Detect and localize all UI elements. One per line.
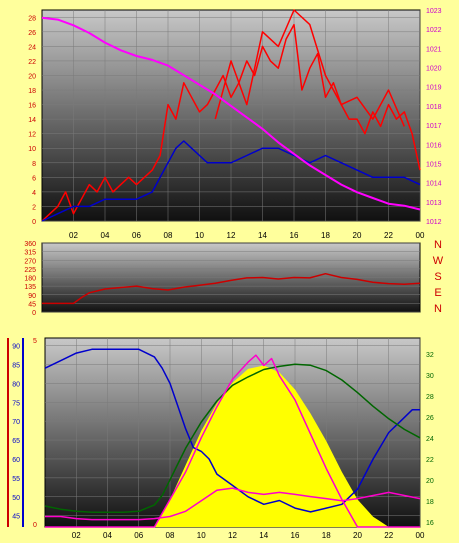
wind-y-tick-16: 16 <box>28 103 36 110</box>
direction-y-tick-90: 90 <box>28 293 36 300</box>
wind-x-tick-12: 12 <box>227 231 236 240</box>
temp-series-0 <box>44 348 420 513</box>
temp-series-3 <box>45 354 420 528</box>
humidity-y-tick-90: 90 <box>12 344 20 351</box>
wind-x-tick-02: 02 <box>69 231 78 240</box>
temp-y-tick-18: 18 <box>426 499 434 506</box>
humidity-y-tick-80: 80 <box>12 381 20 388</box>
direction-compass-4: N <box>434 303 442 315</box>
wind-y-tick-10: 10 <box>28 146 36 153</box>
rain-y-tick-5: 5 <box>33 338 37 345</box>
temp-x-tick-00: 00 <box>416 531 425 540</box>
baro-y-tick-1019: 1019 <box>426 85 442 92</box>
humidity-y-tick-85: 85 <box>12 362 20 369</box>
humidity-y-tick-45: 45 <box>12 514 20 521</box>
wind-y-tick-22: 22 <box>28 59 36 66</box>
baro-y-tick-1020: 1020 <box>426 66 442 73</box>
temp-x-tick-08: 08 <box>166 531 175 540</box>
temp-y-tick-16: 16 <box>426 520 434 527</box>
humidity-y-tick-65: 65 <box>12 438 20 445</box>
wind-y-tick-6: 6 <box>32 175 36 182</box>
direction-y-tick-135: 135 <box>24 284 36 291</box>
baro-y-tick-1016: 1016 <box>426 142 442 149</box>
wind-series-0 <box>41 23 421 222</box>
wind-x-tick-16: 16 <box>290 231 299 240</box>
baro-y-tick-1023: 1023 <box>426 8 442 15</box>
wind-x-tick-14: 14 <box>258 231 267 240</box>
wind-y-tick-12: 12 <box>28 132 36 139</box>
temp-y-tick-28: 28 <box>426 394 434 401</box>
direction-compass-0: N <box>434 239 442 251</box>
rain-y-tick-0: 0 <box>33 522 37 529</box>
wind-x-tick-20: 20 <box>353 231 362 240</box>
wind-x-tick-18: 18 <box>321 231 330 240</box>
temp-y-tick-30: 30 <box>426 373 434 380</box>
wind-y-tick-14: 14 <box>28 117 36 124</box>
wind-series-1 <box>214 9 405 127</box>
temp-y-tick-22: 22 <box>426 457 434 464</box>
direction-y-tick-360: 360 <box>24 241 36 248</box>
baro-y-tick-1015: 1015 <box>426 161 442 168</box>
temp-x-tick-02: 02 <box>72 531 81 540</box>
wind-x-tick-04: 04 <box>101 231 110 240</box>
baro-y-tick-1014: 1014 <box>426 181 442 188</box>
baro-y-tick-1013: 1013 <box>426 200 442 207</box>
temp-x-tick-10: 10 <box>197 531 206 540</box>
temp-y-tick-26: 26 <box>426 415 434 422</box>
humidity-y-tick-75: 75 <box>12 400 20 407</box>
temp-x-tick-04: 04 <box>103 531 112 540</box>
wind-x-tick-22: 22 <box>384 231 393 240</box>
humidity-y-tick-60: 60 <box>12 457 20 464</box>
wind-series-3 <box>41 16 421 211</box>
direction-y-tick-315: 315 <box>24 250 36 257</box>
wind-y-tick-8: 8 <box>32 161 36 168</box>
humidity-y-tick-55: 55 <box>12 476 20 483</box>
wind-x-tick-00: 00 <box>416 231 425 240</box>
temp-x-tick-18: 18 <box>322 531 331 540</box>
solar-area <box>45 365 420 527</box>
baro-y-tick-1021: 1021 <box>426 46 442 53</box>
humidity-y-tick-50: 50 <box>12 495 20 502</box>
temp-x-tick-12: 12 <box>228 531 237 540</box>
direction-series-0 <box>42 272 421 305</box>
wind-y-tick-4: 4 <box>32 190 36 197</box>
baro-y-tick-1022: 1022 <box>426 27 442 34</box>
baro-y-tick-1017: 1017 <box>426 123 442 130</box>
wind-y-tick-26: 26 <box>28 30 36 37</box>
wind-y-tick-28: 28 <box>28 15 36 22</box>
temp-y-tick-32: 32 <box>426 352 434 359</box>
wind-x-tick-10: 10 <box>195 231 204 240</box>
direction-y-tick-45: 45 <box>28 301 36 308</box>
wind-y-tick-2: 2 <box>32 204 36 211</box>
temp-x-tick-06: 06 <box>134 531 143 540</box>
direction-compass-2: S <box>434 271 441 283</box>
direction-y-tick-0: 0 <box>32 310 36 317</box>
temp-x-tick-22: 22 <box>384 531 393 540</box>
direction-compass-1: W <box>433 255 444 267</box>
temp-x-tick-16: 16 <box>291 531 300 540</box>
wind-x-tick-08: 08 <box>164 231 173 240</box>
direction-compass-3: E <box>434 287 441 299</box>
baro-y-tick-1018: 1018 <box>426 104 442 111</box>
temp-x-tick-14: 14 <box>259 531 268 540</box>
temp-series-1 <box>44 363 421 514</box>
wind-y-tick-0: 0 <box>32 219 36 226</box>
wind-series-2 <box>41 140 421 222</box>
baro-y-tick-1012: 1012 <box>426 219 442 226</box>
direction-y-tick-180: 180 <box>24 276 36 283</box>
wind-y-tick-20: 20 <box>28 73 36 80</box>
temp-x-tick-20: 20 <box>353 531 362 540</box>
wind-y-tick-18: 18 <box>28 88 36 95</box>
wind-x-tick-06: 06 <box>132 231 141 240</box>
wind-y-tick-24: 24 <box>28 44 36 51</box>
temp-y-tick-24: 24 <box>426 436 434 443</box>
temp-series-2 <box>45 487 421 521</box>
temp-y-tick-20: 20 <box>426 478 434 485</box>
humidity-y-tick-70: 70 <box>12 419 20 426</box>
direction-y-tick-270: 270 <box>24 258 36 265</box>
direction-y-tick-225: 225 <box>24 267 36 274</box>
